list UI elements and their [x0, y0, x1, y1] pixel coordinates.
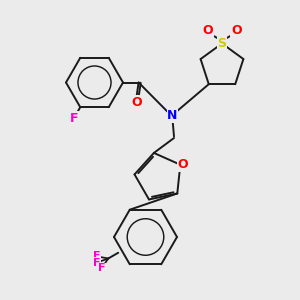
Text: F: F [93, 258, 101, 268]
Text: F: F [93, 251, 100, 261]
Text: O: O [202, 24, 213, 38]
Text: F: F [70, 112, 78, 124]
Text: S: S [218, 37, 226, 50]
Text: N: N [167, 109, 178, 122]
Text: O: O [177, 158, 188, 171]
Text: O: O [231, 24, 242, 38]
Text: O: O [131, 96, 142, 109]
Text: F: F [98, 263, 105, 273]
